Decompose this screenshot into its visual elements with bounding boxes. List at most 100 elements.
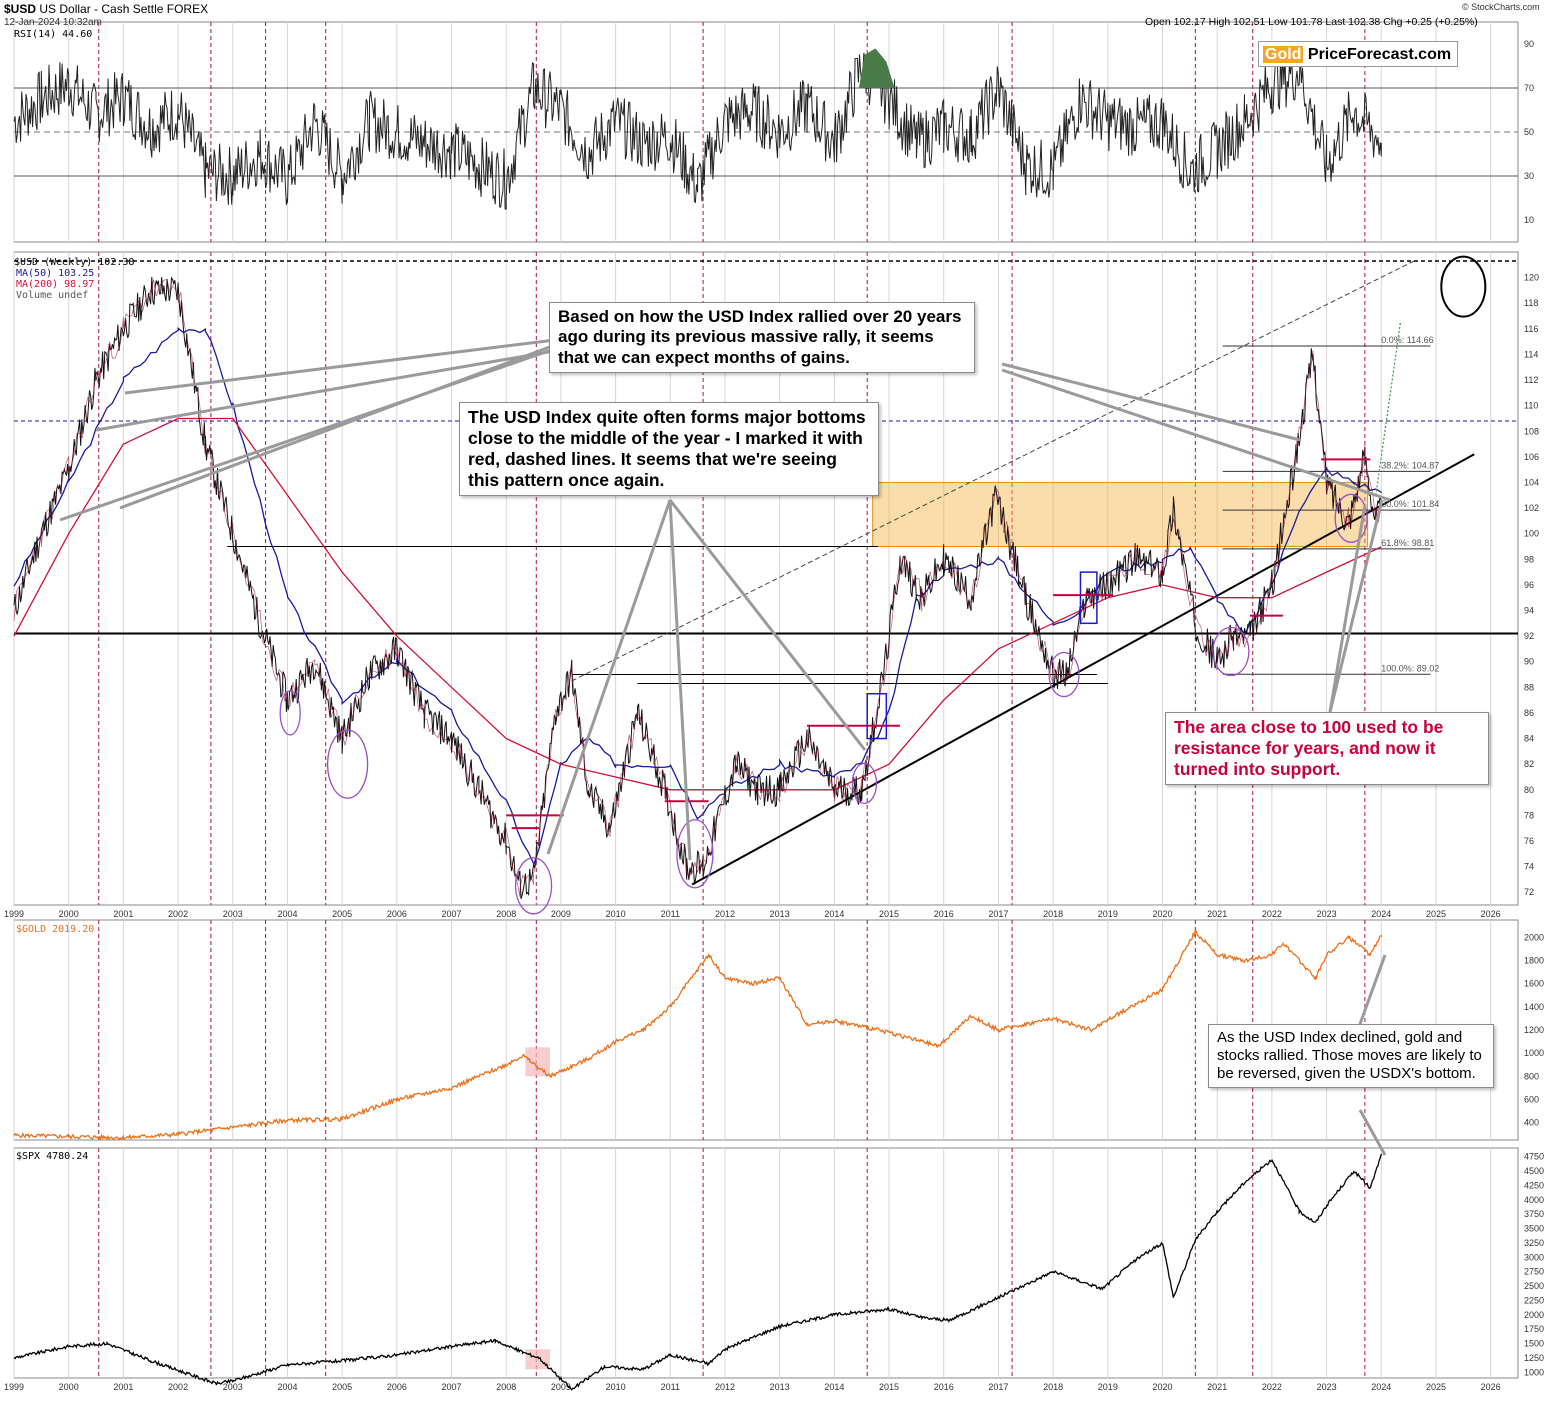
bottom-circle-3 <box>676 819 714 889</box>
xtick-spx-2019: 2019 <box>1098 1382 1118 1392</box>
ma200-label: MA(200) 98.97 <box>16 279 95 290</box>
gold-label: $GOLD 2019.20 <box>16 924 95 935</box>
callout-pointer-7 <box>668 499 692 861</box>
xtick-usd-2009: 2009 <box>551 909 571 919</box>
xtick-usd-2008: 2008 <box>496 909 516 919</box>
xtick-usd-2000: 2000 <box>59 909 79 919</box>
xtick-spx-2011: 2011 <box>661 1382 680 1392</box>
rally-note: Based on how the USD Index rallied over … <box>549 302 975 374</box>
fib-label-4: 100.0%: 89.02 <box>1381 663 1439 673</box>
gold-ytick-600: 600 <box>1524 1094 1539 1104</box>
brand-rest: PriceForecast.com <box>1307 46 1452 63</box>
xtick-spx-2014: 2014 <box>824 1382 844 1392</box>
spx-ytick-4250: 4250 <box>1524 1180 1544 1190</box>
usd-ytick-82: 82 <box>1524 759 1534 769</box>
usd-ytick-80: 80 <box>1524 785 1534 795</box>
panel-frame-3 <box>13 1147 1519 1379</box>
gold-ytick-800: 800 <box>1524 1071 1539 1081</box>
target-circle <box>1440 255 1487 318</box>
callout-pointer-1 <box>119 343 556 510</box>
xtick-spx-2006: 2006 <box>387 1382 407 1392</box>
usd-ytick-74: 74 <box>1524 862 1534 872</box>
xtick-spx-2007: 2007 <box>442 1382 462 1392</box>
fib-label-0: 0.0%: 114.66 <box>1381 335 1433 345</box>
xtick-usd-2003: 2003 <box>223 909 243 919</box>
usd-ytick-108: 108 <box>1524 426 1539 436</box>
usd-ytick-72: 72 <box>1524 887 1534 897</box>
xtick-spx-2008: 2008 <box>496 1382 516 1392</box>
spx-ytick-1750: 1750 <box>1524 1324 1544 1334</box>
spx-series <box>13 1153 1382 1392</box>
usd-ytick-120: 120 <box>1524 273 1539 283</box>
spx-ytick-1250: 1250 <box>1524 1353 1544 1363</box>
usd-ytick-100: 100 <box>1524 529 1539 539</box>
xtick-usd-2020: 2020 <box>1152 909 1172 919</box>
bottom-circle-4 <box>851 762 878 805</box>
support-note: The area close to 100 used to be resista… <box>1165 712 1489 785</box>
usd-ytick-102: 102 <box>1524 503 1539 513</box>
blue-box-2014 <box>866 692 888 740</box>
xtick-spx-2025: 2025 <box>1426 1382 1446 1392</box>
rsi-label: RSI(14) 44.60 <box>14 29 93 40</box>
usd-ytick-112: 112 <box>1524 375 1538 385</box>
usd-ytick-110: 110 <box>1524 401 1538 411</box>
xtick-usd-2002: 2002 <box>168 909 188 919</box>
xtick-usd-2005: 2005 <box>332 909 352 919</box>
xtick-spx-2013: 2013 <box>770 1382 790 1392</box>
usd-ytick-116: 116 <box>1524 324 1538 334</box>
xtick-spx-2012: 2012 <box>715 1382 735 1392</box>
price-label: $USD (Weekly) 102.38 <box>14 257 135 268</box>
xtick-spx-2010: 2010 <box>606 1382 626 1392</box>
usd-ytick-90: 90 <box>1524 657 1534 667</box>
spx-ytick-1000: 1000 <box>1524 1367 1544 1377</box>
rsi-ytick-10: 10 <box>1524 215 1534 225</box>
bottoms-note: The USD Index quite often forms major bo… <box>459 402 879 496</box>
xtick-spx-2016: 2016 <box>934 1382 954 1392</box>
bottom-circle-0 <box>279 690 301 736</box>
gold-highlight <box>525 1047 550 1077</box>
ma200-series <box>13 417 1382 791</box>
support-zone <box>872 481 1369 547</box>
xtick-usd-2024: 2024 <box>1371 909 1391 919</box>
xtick-spx-2021: 2021 <box>1207 1382 1227 1392</box>
usd-ytick-78: 78 <box>1524 810 1534 820</box>
bottom-circle-5 <box>1048 651 1080 698</box>
usd-ytick-106: 106 <box>1524 452 1539 462</box>
xtick-spx-2005: 2005 <box>332 1382 352 1392</box>
fib-label-3: 61.8%: 98.81 <box>1381 538 1434 548</box>
xtick-spx-2000: 2000 <box>59 1382 79 1392</box>
brand-logo: Gold PriceForecast.com <box>1258 41 1458 67</box>
header-date: 12-Jan-2024 10:32am <box>4 17 102 28</box>
spx-ytick-2750: 2750 <box>1524 1267 1544 1277</box>
callout-pointer-2 <box>59 345 561 522</box>
xtick-usd-2019: 2019 <box>1098 909 1118 919</box>
xtick-spx-2020: 2020 <box>1152 1382 1172 1392</box>
spx-ytick-4750: 4750 <box>1524 1152 1544 1162</box>
callout-pointer-12 <box>1358 1109 1387 1156</box>
spx-ytick-3250: 3250 <box>1524 1238 1544 1248</box>
gold-ytick-1000: 1000 <box>1524 1048 1544 1058</box>
callout-pointer-6 <box>546 499 672 855</box>
callout-pointer-8 <box>668 499 867 751</box>
gold-note: As the USD Index declined, gold and stoc… <box>1208 1024 1494 1088</box>
gold-ytick-400: 400 <box>1524 1118 1539 1128</box>
xtick-spx-2022: 2022 <box>1262 1382 1282 1392</box>
callout-pointer-9 <box>1328 499 1384 713</box>
trendline-support <box>691 453 1475 886</box>
callout-pointer-11 <box>1358 954 1387 1025</box>
usd-ytick-92: 92 <box>1524 631 1534 641</box>
header-ohlc: Open 102.17 High 102.51 Low 101.78 Last … <box>1145 16 1478 28</box>
rsi-ytick-50: 50 <box>1524 127 1534 137</box>
xtick-usd-2025: 2025 <box>1426 909 1446 919</box>
xtick-usd-2023: 2023 <box>1317 909 1337 919</box>
xtick-spx-2024: 2024 <box>1371 1382 1391 1392</box>
xtick-spx-2009: 2009 <box>551 1382 571 1392</box>
callout-pointer-10 <box>1328 504 1367 713</box>
projection-line <box>1375 322 1402 496</box>
usd-ytick-118: 118 <box>1524 298 1538 308</box>
spx-ytick-4000: 4000 <box>1524 1195 1544 1205</box>
spx-ytick-3750: 3750 <box>1524 1209 1544 1219</box>
spx-ytick-2250: 2250 <box>1524 1295 1544 1305</box>
xtick-spx-2001: 2001 <box>113 1382 133 1392</box>
